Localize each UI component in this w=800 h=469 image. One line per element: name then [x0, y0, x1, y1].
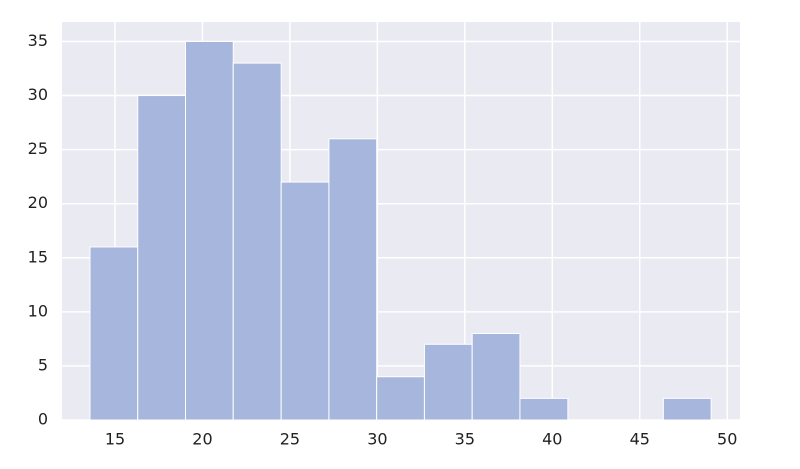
bar	[328, 138, 378, 421]
y-tick-label: 15	[28, 247, 48, 266]
y-tick-label: 30	[28, 85, 48, 104]
bar	[184, 40, 234, 421]
bar	[376, 376, 425, 421]
bar	[137, 95, 186, 421]
x-tick-label: 35	[455, 430, 475, 449]
y-tick-label: 10	[28, 301, 48, 320]
y-tick-label: 5	[38, 355, 48, 374]
x-tick-label: 30	[367, 430, 387, 449]
x-tick-label: 15	[105, 430, 125, 449]
x-tick-label: 25	[280, 430, 300, 449]
bar	[662, 397, 712, 421]
y-tick-label: 20	[28, 193, 48, 212]
y-tick-label: 35	[28, 31, 48, 50]
y-tick-label: 0	[38, 410, 48, 429]
bar	[89, 246, 139, 421]
bar	[519, 397, 569, 421]
x-tick-label: 20	[192, 430, 212, 449]
bar	[232, 62, 282, 421]
x-tick-label: 50	[717, 430, 737, 449]
bar	[471, 332, 521, 421]
y-tick-label: 25	[28, 139, 48, 158]
bar	[280, 181, 330, 421]
x-tick-label: 40	[542, 430, 562, 449]
bar	[423, 343, 473, 421]
x-tick-label: 45	[630, 430, 650, 449]
